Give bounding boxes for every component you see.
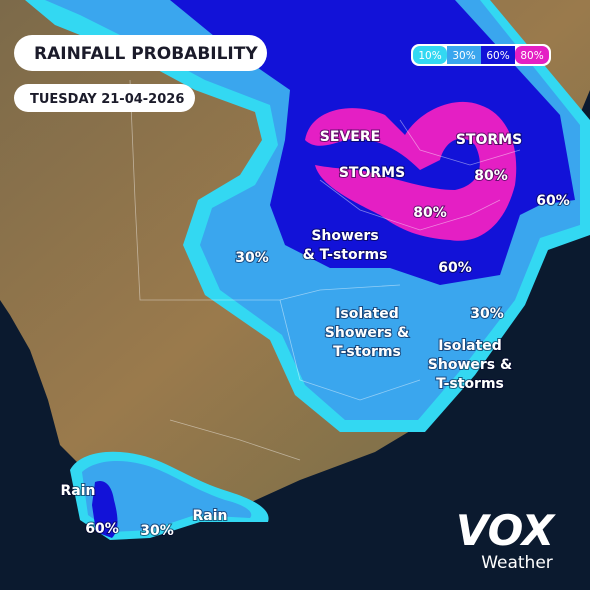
- logo: VOX Weather: [456, 506, 557, 573]
- map-label: 30%: [140, 523, 174, 539]
- legend: 10% 30% 60% 80%: [411, 44, 551, 66]
- map-label: Isolated: [438, 338, 502, 354]
- map-label: Showers &: [428, 357, 512, 373]
- date-pill: [14, 84, 195, 112]
- map-label: 80%: [474, 168, 508, 184]
- map-label: SEVERE: [320, 129, 380, 145]
- map-label: T-storms: [436, 376, 504, 392]
- map-label: 60%: [438, 260, 472, 276]
- legend-label: 10%: [418, 50, 441, 62]
- map-label: 60%: [536, 193, 570, 209]
- cape-zone-30: [82, 460, 252, 532]
- map-label: & T-storms: [303, 247, 388, 263]
- legend-swatch: [515, 46, 549, 64]
- cape-zone-60: [92, 480, 118, 538]
- map-label: 30%: [235, 250, 269, 266]
- map-label: T-storms: [333, 344, 401, 360]
- legend-label: 30%: [452, 50, 475, 62]
- legend-swatch: [447, 46, 481, 64]
- map-label: STORMS: [456, 132, 522, 148]
- date: TUESDAY 21-04-2026: [30, 92, 184, 107]
- map-label: Isolated: [335, 306, 399, 322]
- map-label: Rain: [61, 483, 96, 499]
- legend-label: 60%: [486, 50, 509, 62]
- borders: [129, 79, 521, 461]
- map-label: Showers: [311, 228, 378, 244]
- legend-swatch: [481, 46, 515, 64]
- map-label: 80%: [413, 205, 447, 221]
- legend-label: 80%: [520, 50, 543, 62]
- map-label: Showers &: [325, 325, 409, 341]
- logo-brand: VOX: [456, 506, 557, 555]
- title-pill: [14, 35, 267, 71]
- map-label: Rain: [193, 508, 228, 524]
- map-labels: SEVERE STORMS STORMS 80% 80% 60% 30% Showers & T…: [60, 128, 571, 540]
- zone-80: [305, 101, 517, 241]
- title: RAINFALL PROBABILITY: [34, 44, 258, 64]
- legend-swatch: [413, 46, 447, 64]
- map-label: STORMS: [339, 165, 405, 181]
- logo-sub: Weather: [481, 553, 553, 573]
- map-label: 60%: [85, 521, 119, 537]
- map-label: 30%: [470, 306, 504, 322]
